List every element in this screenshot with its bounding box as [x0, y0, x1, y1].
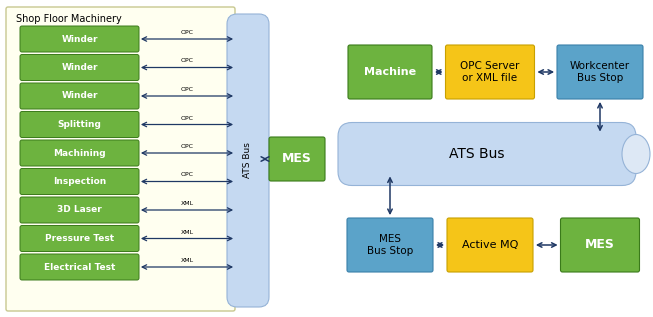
Text: OPC: OPC — [180, 115, 193, 120]
Text: OPC: OPC — [180, 172, 193, 178]
Text: ATS Bus: ATS Bus — [244, 143, 253, 178]
FancyBboxPatch shape — [445, 45, 535, 99]
Text: Winder: Winder — [61, 92, 98, 100]
Text: OPC: OPC — [180, 59, 193, 63]
FancyBboxPatch shape — [20, 112, 139, 138]
FancyBboxPatch shape — [20, 55, 139, 81]
Text: OPC: OPC — [180, 87, 193, 92]
Text: Shop Floor Machinery: Shop Floor Machinery — [16, 14, 121, 24]
Text: XML: XML — [180, 230, 193, 235]
FancyBboxPatch shape — [20, 83, 139, 109]
Text: MES: MES — [585, 238, 615, 251]
FancyBboxPatch shape — [269, 137, 325, 181]
Text: OPC: OPC — [180, 144, 193, 149]
FancyBboxPatch shape — [20, 197, 139, 223]
FancyBboxPatch shape — [560, 218, 639, 272]
Text: Pressure Test: Pressure Test — [45, 234, 114, 243]
Text: ATS Bus: ATS Bus — [449, 147, 505, 161]
Text: OPC: OPC — [180, 30, 193, 35]
Text: MES
Bus Stop: MES Bus Stop — [367, 234, 413, 256]
Text: OPC Server
or XML file: OPC Server or XML file — [460, 61, 520, 83]
Text: Electrical Test: Electrical Test — [44, 262, 115, 271]
FancyBboxPatch shape — [20, 26, 139, 52]
FancyBboxPatch shape — [6, 7, 235, 311]
Text: Machining: Machining — [53, 148, 106, 158]
FancyBboxPatch shape — [20, 254, 139, 280]
Text: Splitting: Splitting — [57, 120, 101, 129]
FancyBboxPatch shape — [347, 218, 433, 272]
FancyBboxPatch shape — [20, 225, 139, 251]
Text: 3D Laser: 3D Laser — [57, 205, 102, 215]
Text: Active MQ: Active MQ — [462, 240, 518, 250]
FancyBboxPatch shape — [20, 169, 139, 195]
Text: Winder: Winder — [61, 63, 98, 72]
Text: XML: XML — [180, 201, 193, 206]
Text: Workcenter
Bus Stop: Workcenter Bus Stop — [570, 61, 630, 83]
Text: Inspection: Inspection — [53, 177, 106, 186]
Ellipse shape — [622, 134, 650, 173]
FancyBboxPatch shape — [447, 218, 533, 272]
FancyBboxPatch shape — [20, 140, 139, 166]
FancyBboxPatch shape — [227, 14, 269, 307]
FancyBboxPatch shape — [338, 122, 636, 185]
Text: XML: XML — [180, 258, 193, 263]
FancyBboxPatch shape — [557, 45, 643, 99]
Text: Winder: Winder — [61, 35, 98, 43]
FancyBboxPatch shape — [348, 45, 432, 99]
Text: Machine: Machine — [364, 67, 416, 77]
Text: MES: MES — [282, 152, 312, 165]
